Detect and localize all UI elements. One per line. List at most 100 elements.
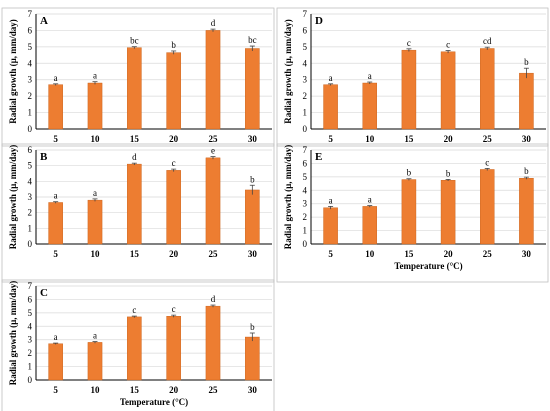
bar-e-10: [362, 206, 378, 245]
y-tick-label: 7: [303, 145, 308, 155]
x-tick-label: 15: [404, 249, 414, 259]
panel-label: D: [315, 15, 323, 27]
significance-label: b: [171, 40, 176, 50]
x-tick-label: 15: [130, 385, 140, 395]
significance-label: a: [368, 195, 372, 205]
y-tick-label: 1: [28, 223, 33, 233]
x-tick-label: 20: [444, 134, 454, 144]
bar-d-5: [323, 84, 338, 130]
significance-label: b: [524, 166, 529, 176]
bar-b-5: [48, 202, 63, 245]
x-tick-label: 10: [91, 249, 101, 259]
y-tick-label: 4: [303, 58, 308, 68]
bar-c-10: [87, 342, 103, 381]
chart-panel-c: 0 1 2 3 4 5 6 7 a 5 a 10 c 15 c 20 d 25 b 30 C Radial growth …: [1, 279, 275, 411]
y-tick-label: 5: [303, 42, 308, 52]
significance-label: b: [446, 168, 451, 178]
significance-label: d: [211, 294, 216, 304]
x-tick-label: 20: [169, 134, 179, 144]
significance-label: a: [329, 73, 333, 83]
y-tick-label: 1: [303, 226, 308, 236]
y-tick-label: 6: [28, 25, 33, 35]
significance-label: a: [54, 332, 58, 342]
panel-frame: [276, 143, 549, 283]
bar-a-5: [48, 84, 63, 130]
x-tick-label: 25: [483, 249, 493, 259]
y-tick-label: 0: [28, 239, 33, 249]
bar-d-25: [480, 48, 495, 130]
panel-frame: [1, 7, 275, 147]
bar-d-20: [440, 51, 456, 130]
y-axis-title: Radial growth (µ, mm/day): [8, 281, 18, 386]
x-tick-label: 25: [483, 134, 493, 144]
chart-panel-e: 0 1 2 3 4 5 6 7 a 5 a 10 b 15 b 20 c 25 b 30 E Radial growth …: [276, 143, 549, 283]
x-tick-label: 5: [53, 385, 58, 395]
panel-label: C: [40, 287, 48, 299]
significance-label: a: [368, 71, 372, 81]
y-tick-label: 2: [28, 91, 33, 101]
y-tick-label: 3: [28, 192, 33, 202]
significance-label: d: [211, 18, 216, 28]
bar-e-30: [519, 177, 534, 245]
significance-label: c: [485, 157, 489, 167]
bar-e-20: [440, 180, 456, 245]
y-tick-label: 5: [303, 172, 308, 182]
significance-label: e: [211, 146, 215, 156]
y-tick-label: 5: [28, 308, 33, 318]
bar-b-20: [166, 170, 181, 245]
x-tick-label: 30: [248, 385, 258, 395]
chart-panel-d: 0 1 2 3 4 5 6 7 a 5 a 10 c 15 c 20 cd 25 b 30 D Radial growth…: [276, 7, 549, 147]
bar-d-15: [401, 49, 417, 130]
bar-c-15: [127, 316, 142, 381]
x-tick-label: 15: [130, 249, 140, 259]
y-tick-label: 0: [303, 239, 308, 249]
bar-d-30: [519, 72, 534, 130]
bar-a-10: [87, 82, 103, 130]
x-tick-label: 15: [404, 134, 414, 144]
bar-b-30: [245, 189, 260, 245]
significance-label: d: [132, 152, 137, 162]
significance-label: c: [172, 158, 176, 168]
x-tick-label: 5: [328, 134, 333, 144]
panel-frame: [276, 7, 549, 147]
y-tick-label: 2: [28, 348, 33, 358]
significance-label: cd: [483, 36, 492, 46]
panel-frame: [1, 279, 275, 411]
y-tick-label: 2: [28, 208, 33, 218]
bar-a-20: [166, 52, 181, 130]
x-axis-title: Temperature (°C): [120, 397, 188, 407]
bar-c-20: [166, 316, 181, 381]
bar-b-10: [87, 199, 103, 245]
y-tick-label: 4: [303, 185, 308, 195]
y-axis-title: Radial growth (µ, mm/day): [283, 19, 293, 124]
significance-label: b: [250, 322, 255, 332]
significance-label: bc: [130, 36, 139, 46]
x-tick-label: 5: [328, 249, 333, 259]
panel-label: A: [40, 15, 48, 27]
significance-label: a: [93, 331, 97, 341]
y-tick-label: 5: [28, 161, 33, 171]
y-tick-label: 6: [28, 294, 33, 304]
significance-label: c: [132, 305, 136, 315]
y-tick-label: 1: [28, 362, 33, 372]
significance-label: b: [524, 57, 529, 67]
y-tick-label: 4: [28, 321, 33, 331]
x-tick-label: 10: [365, 249, 375, 259]
x-tick-label: 30: [248, 134, 258, 144]
x-tick-label: 5: [53, 249, 58, 259]
x-tick-label: 10: [91, 385, 101, 395]
x-tick-label: 10: [365, 134, 375, 144]
bar-a-15: [127, 47, 142, 130]
significance-label: b: [250, 174, 255, 184]
y-axis-title: Radial growth (µ, mm/day): [283, 145, 293, 250]
y-tick-label: 6: [303, 158, 308, 168]
y-tick-label: 7: [28, 281, 33, 291]
x-tick-label: 20: [169, 249, 179, 259]
y-tick-label: 7: [303, 9, 308, 19]
x-tick-label: 25: [209, 134, 219, 144]
y-tick-label: 2: [303, 91, 308, 101]
y-tick-label: 4: [28, 58, 33, 68]
x-tick-label: 20: [444, 249, 454, 259]
x-tick-label: 15: [130, 134, 140, 144]
